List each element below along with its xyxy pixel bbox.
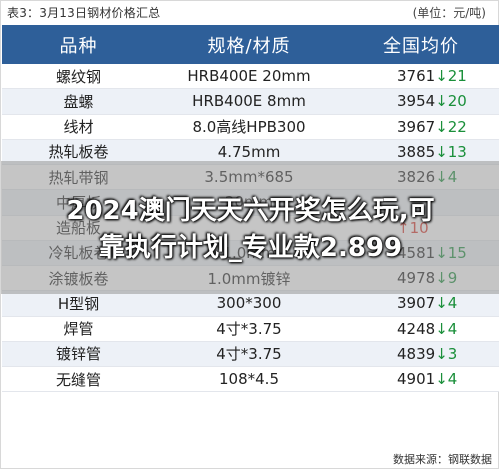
- price-change: 22: [447, 117, 467, 136]
- arrow-down-icon: ↓: [435, 269, 448, 288]
- table-row: 焊管 4寸*3.75 4248↓4: [2, 316, 499, 342]
- arrow-down-icon: ↓: [435, 67, 448, 86]
- variety-cell: 螺纹钢: [2, 64, 155, 90]
- table-header-row: 品种 规格/材质 全国均价: [2, 25, 499, 64]
- spec-cell: 3.5mm*685: [155, 164, 343, 191]
- price-value: 3761: [397, 67, 436, 86]
- price-value: 4901: [397, 370, 436, 389]
- table-row: 无缝管 108*4.5 4901↓4: [2, 366, 499, 393]
- avg-price-cell: 4839↓3: [343, 341, 499, 368]
- avg-price-cell: 3826↓4: [343, 164, 499, 191]
- column-header-variety: 品种: [2, 25, 155, 64]
- table-row: 热轧带钢 3.5mm*685 3826↓4: [2, 164, 499, 191]
- price-value: 3885: [397, 142, 436, 161]
- arrow-down-icon: ↓: [435, 319, 448, 338]
- spec-cell: 4.75mm: [155, 139, 343, 166]
- avg-price-cell: 3967↓22: [343, 114, 499, 140]
- variety-cell: 盘螺: [2, 88, 155, 115]
- arrow-down-icon: ↓: [435, 370, 448, 389]
- price-value: 4839: [397, 344, 436, 363]
- spec-cell: 4寸*3.75: [155, 316, 343, 342]
- variety-cell: H型钢: [2, 290, 155, 317]
- price-value: 4978: [397, 269, 436, 288]
- arrow-down-icon: ↓: [435, 92, 448, 111]
- watermark-caption: 2024澳门天天六开奖怎么玩,可 靠执行计划_专业款2.899: [1, 193, 499, 267]
- table-row: 涂镀板卷 1.0mm镀锌 4978↓9: [2, 265, 499, 292]
- avg-price-cell: 4978↓9: [343, 265, 499, 292]
- variety-cell: 线材: [2, 114, 155, 140]
- price-value: 3907: [397, 294, 436, 313]
- avg-price-cell: 3954↓20: [343, 88, 499, 115]
- arrow-down-icon: ↓: [435, 294, 448, 313]
- table-row: 螺纹钢 HRB400E 20mm 3761↓21: [2, 64, 499, 90]
- data-source: 数据来源：钢联数据: [393, 453, 492, 466]
- price-change: 13: [447, 142, 467, 161]
- avg-price-cell: 3761↓21: [343, 64, 499, 90]
- price-value: 4248: [397, 319, 436, 338]
- watermark-line-1: 2024澳门天天六开奖怎么玩,可: [66, 196, 435, 226]
- column-header-avg-price: 全国均价: [343, 25, 499, 64]
- spec-cell: 108*4.5: [155, 366, 343, 393]
- table-row: H型钢 300*300 3907↓4: [2, 290, 499, 317]
- header-bar: 表3：3月13日钢材价格汇总 (单位：元/吨): [1, 1, 499, 23]
- table-row: 热轧板卷 4.75mm 3885↓13: [2, 139, 499, 166]
- arrow-down-icon: ↓: [435, 344, 448, 363]
- spec-cell: 8.0高线HPB300: [155, 114, 343, 140]
- variety-cell: 焊管: [2, 316, 155, 342]
- price-change: 4: [447, 168, 458, 187]
- price-change: 4: [447, 370, 458, 389]
- price-change: 9: [447, 269, 458, 288]
- price-change: 4: [447, 319, 458, 338]
- price-value: 3826: [397, 168, 436, 187]
- spec-cell: HRB400E 8mm: [155, 88, 343, 115]
- arrow-down-icon: ↓: [435, 142, 448, 161]
- table-row: 镀锌管 4寸*3.75 4839↓3: [2, 341, 499, 368]
- price-change: 3: [447, 344, 458, 363]
- variety-cell: 热轧带钢: [2, 164, 155, 191]
- avg-price-cell: 4248↓4: [343, 316, 499, 342]
- spec-cell: 300*300: [155, 290, 343, 317]
- variety-cell: 镀锌管: [2, 341, 155, 368]
- spec-cell: 4寸*3.75: [155, 341, 343, 368]
- price-value: 3967: [397, 117, 436, 136]
- table-row: 线材 8.0高线HPB300 3967↓22: [2, 114, 499, 140]
- price-change: 21: [447, 67, 467, 86]
- column-header-spec: 规格/材质: [155, 25, 343, 64]
- avg-price-cell: 3907↓4: [343, 290, 499, 317]
- price-value: 3954: [397, 92, 436, 111]
- price-change: 20: [447, 92, 467, 111]
- arrow-down-icon: ↓: [435, 168, 448, 187]
- variety-cell: 涂镀板卷: [2, 265, 155, 292]
- avg-price-cell: 3885↓13: [343, 139, 499, 166]
- variety-cell: 热轧板卷: [2, 139, 155, 166]
- spec-cell: 1.0mm镀锌: [155, 265, 343, 292]
- spec-cell: HRB400E 20mm: [155, 64, 343, 90]
- avg-price-cell: 4901↓4: [343, 366, 499, 393]
- arrow-down-icon: ↓: [435, 117, 448, 136]
- watermark-line-2: 靠执行计划_专业款2.899: [98, 233, 403, 263]
- table-title: 表3：3月13日钢材价格汇总: [7, 5, 161, 20]
- table-row: 盘螺 HRB400E 8mm 3954↓20: [2, 88, 499, 115]
- variety-cell: 无缝管: [2, 366, 155, 393]
- unit-label: (单位：元/吨): [412, 5, 486, 20]
- price-change: 4: [447, 294, 458, 313]
- footer-bar: 数据来源：钢联数据: [1, 448, 499, 470]
